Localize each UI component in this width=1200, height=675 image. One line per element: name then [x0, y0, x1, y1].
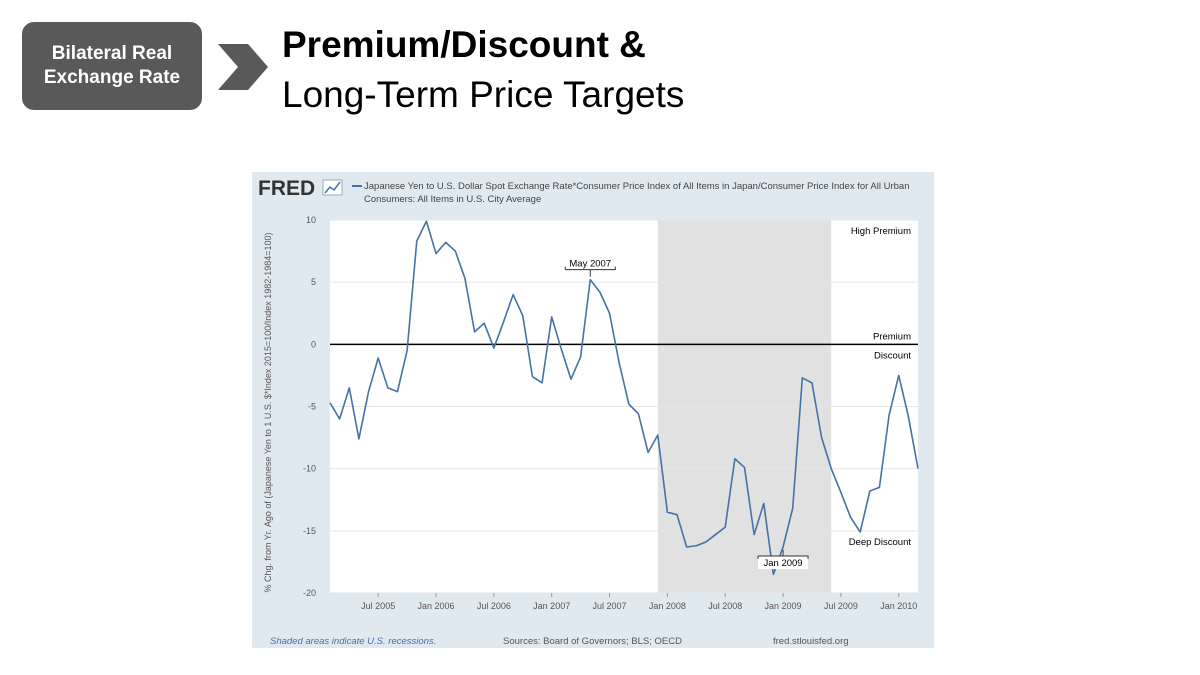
annotation-bracket	[757, 549, 809, 559]
x-tick-label: Jul 2006	[477, 601, 511, 611]
chevron-layer	[218, 44, 268, 90]
x-tick-label: Jan 2009	[765, 601, 802, 611]
zone-label: Premium	[873, 331, 911, 342]
section-tag-text: Bilateral Real Exchange Rate	[43, 43, 181, 88]
footer-site: fred.stlouisfed.org	[773, 636, 849, 647]
series-line	[329, 220, 919, 576]
annotation-label: Jan 2009	[764, 558, 803, 569]
chevron	[218, 44, 268, 90]
footer-sources: Sources: Board of Governors; BLS; OECD	[503, 636, 682, 647]
x-tick-label: Jan 2008	[649, 601, 686, 611]
logo: FRED	[258, 177, 315, 200]
logo-icon	[322, 179, 343, 196]
x-tick-label: Jan 2010	[880, 601, 917, 611]
y-tick-label: 10	[306, 215, 316, 225]
x-tick-label: Jul 2008	[708, 601, 742, 611]
slide-subtitle: Long-Term Price Targets	[282, 74, 685, 115]
annotation-label: May 2007	[569, 259, 611, 270]
x-tick-label: Jul 2005	[361, 601, 395, 611]
annotation-box	[758, 555, 809, 569]
slide-title: Premium/Discount &	[282, 24, 646, 65]
zone-label: Discount	[874, 350, 911, 361]
x-tick-label: Jul 2007	[593, 601, 627, 611]
y-tick-label: -10	[303, 464, 316, 474]
annotation-bracket	[564, 266, 616, 277]
section-tag: Bilateral Real Exchange Rate	[22, 22, 202, 110]
y-tick-label: -20	[303, 588, 316, 598]
x-tick-label: Jan 2006	[418, 601, 455, 611]
zone-label: High Premium	[851, 226, 911, 237]
annotation: Jan 2009	[757, 549, 809, 569]
legend-entry: Japanese Yen to U.S. Dollar Spot Exchang…	[364, 181, 910, 205]
x-tick-label: Jan 2007	[533, 601, 570, 611]
x-tick-label: Jul 2009	[824, 601, 858, 611]
y-tick-label: -5	[308, 402, 316, 412]
footer-note: Shaded areas indicate U.S. recessions.	[270, 636, 436, 647]
y-tick-label: -15	[303, 526, 316, 536]
annotation: May 2007	[564, 256, 616, 277]
y-axis-label: % Chg. from Yr. Ago of (Japanese Yen to …	[263, 232, 273, 592]
zone-label: Deep Discount	[849, 537, 912, 548]
annotation-box	[565, 256, 616, 270]
y-tick-label: 5	[311, 277, 316, 287]
y-tick-label: 0	[311, 339, 316, 349]
